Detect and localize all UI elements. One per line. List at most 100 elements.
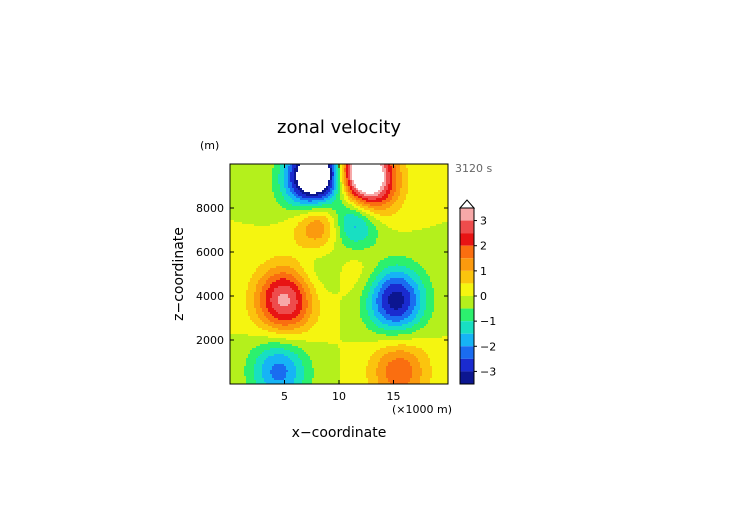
field-cell	[414, 172, 417, 175]
field-cell	[260, 178, 263, 181]
field-cell	[446, 206, 448, 209]
field-cell	[310, 180, 313, 183]
field-cell	[416, 180, 419, 183]
field-cell	[416, 208, 419, 211]
field-cell	[436, 172, 439, 175]
field-cell	[374, 182, 377, 185]
field-cell	[426, 206, 429, 209]
field-cell	[346, 194, 349, 197]
field-cell	[240, 166, 243, 169]
field-cell	[294, 206, 297, 209]
field-cell	[428, 166, 431, 169]
field-cell	[302, 166, 305, 169]
field-cell	[318, 206, 321, 209]
field-cell	[350, 186, 353, 189]
field-cell	[282, 204, 285, 207]
field-cell	[246, 196, 249, 199]
field-cell	[286, 166, 289, 169]
field-cell	[408, 178, 411, 181]
field-cell	[386, 174, 389, 177]
field-cell	[274, 184, 277, 187]
field-cell	[292, 192, 295, 195]
field-cell	[444, 186, 447, 189]
field-cell	[386, 166, 389, 169]
field-cell	[270, 206, 273, 209]
field-cell	[414, 170, 417, 173]
field-cell	[290, 212, 293, 215]
field-cell	[300, 172, 303, 175]
field-cell	[306, 196, 309, 199]
field-cell	[416, 182, 419, 185]
field-cell	[256, 164, 259, 167]
field-cell	[376, 188, 379, 191]
field-cell	[268, 168, 271, 171]
field-cell	[244, 174, 247, 177]
field-cell	[300, 182, 303, 185]
field-cell	[354, 168, 357, 171]
field-cell	[342, 206, 345, 209]
field-cell	[358, 186, 361, 189]
field-cell	[422, 170, 425, 173]
field-cell	[336, 164, 339, 167]
field-cell	[292, 168, 295, 171]
field-cell	[250, 210, 253, 213]
field-cell	[262, 176, 265, 179]
field-cell	[256, 206, 259, 209]
field-cell	[294, 186, 297, 189]
field-cell	[326, 210, 329, 213]
field-cell	[350, 176, 353, 179]
field-cell	[374, 184, 377, 187]
field-cell	[356, 202, 359, 205]
field-cell	[232, 208, 235, 211]
field-cell	[278, 170, 281, 173]
field-cell	[372, 206, 375, 209]
field-cell	[394, 206, 397, 209]
field-cell	[386, 200, 389, 203]
field-cell	[282, 188, 285, 191]
field-cell	[416, 196, 419, 199]
field-cell	[360, 182, 363, 185]
field-cell	[288, 170, 291, 173]
field-cell	[390, 192, 393, 195]
field-cell	[352, 186, 355, 189]
field-cell	[318, 164, 321, 167]
field-cell	[350, 206, 353, 209]
field-cell	[278, 168, 281, 171]
field-cell	[356, 166, 359, 169]
field-cell	[410, 166, 413, 169]
field-cell	[252, 164, 255, 167]
field-cell	[416, 210, 419, 213]
field-cell	[354, 178, 357, 181]
field-cell	[296, 194, 299, 197]
field-cell	[250, 202, 253, 205]
field-cell	[280, 212, 283, 215]
field-cell	[234, 208, 237, 211]
field-cell	[374, 166, 377, 169]
field-cell	[284, 178, 287, 181]
field-cell	[232, 206, 235, 209]
field-cell	[304, 180, 307, 183]
field-cell	[280, 192, 283, 195]
field-cell	[334, 170, 337, 173]
field-cell	[284, 190, 287, 193]
field-cell	[428, 172, 431, 175]
field-cell	[242, 198, 245, 201]
field-cell	[360, 184, 363, 187]
field-cell	[294, 190, 297, 193]
field-cell	[440, 172, 443, 175]
field-cell	[338, 170, 341, 173]
field-cell	[364, 176, 367, 179]
field-cell	[294, 178, 297, 181]
field-cell	[338, 200, 341, 203]
field-cell	[286, 208, 289, 211]
field-cell	[344, 192, 347, 195]
field-cell	[438, 176, 441, 179]
field-cell	[404, 182, 407, 185]
field-cell	[430, 200, 433, 203]
field-cell	[438, 198, 441, 201]
field-cell	[438, 196, 441, 199]
field-cell	[272, 170, 275, 173]
field-cell	[394, 176, 397, 179]
field-cell	[354, 204, 357, 207]
field-cell	[358, 180, 361, 183]
